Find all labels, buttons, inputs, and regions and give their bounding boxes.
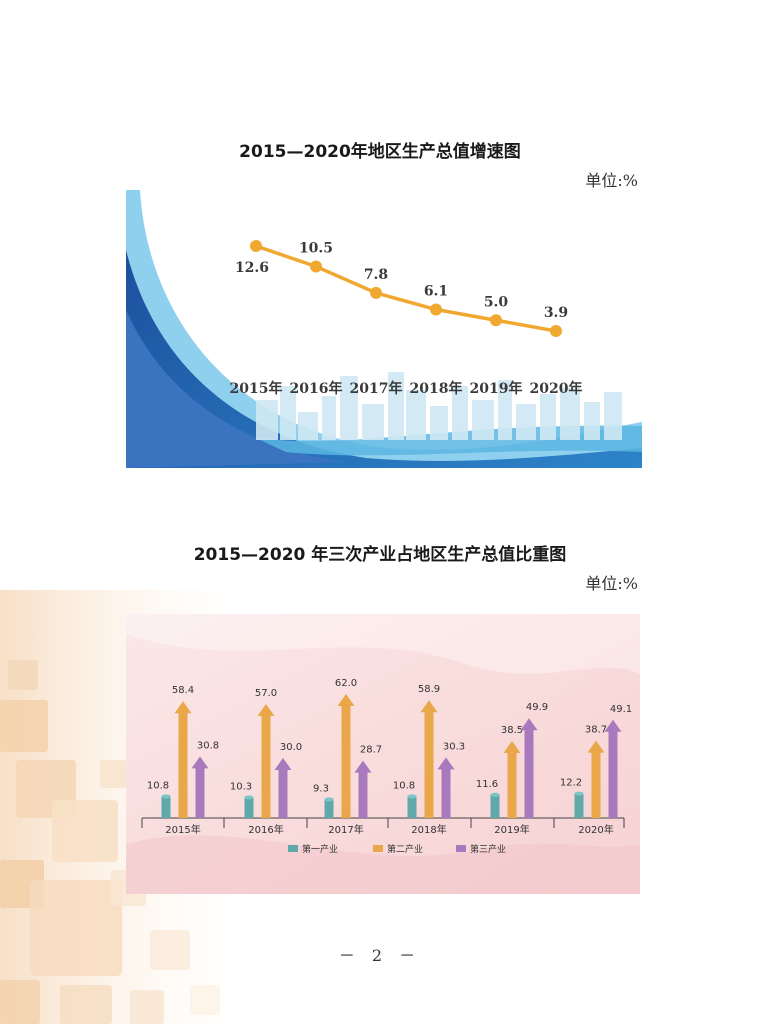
bar-primary-industry-cap [161, 794, 171, 799]
bar-value-label: 30.0 [280, 742, 302, 753]
bar-tertiary-industry [604, 719, 622, 818]
page-number: － 2 － [338, 946, 422, 965]
bar-value-label: 12.2 [560, 778, 582, 789]
bar-secondary-industry [257, 704, 275, 818]
bar-value-label: 49.9 [526, 702, 548, 713]
growth-year-tick: 2019年 [470, 380, 523, 397]
bar-secondary-industry [503, 741, 521, 818]
bar-primary-industry [574, 793, 584, 818]
bar-value-label: 9.3 [313, 783, 329, 794]
bar-tertiary-industry [437, 757, 455, 818]
growth-value-label: 6.1 [424, 284, 448, 300]
bar-value-label: 58.9 [418, 684, 440, 695]
legend-swatch [288, 845, 298, 852]
bar-year-tick: 2018年 [411, 823, 446, 836]
industry-share-bar-chart: 10.8 10.3 9.3 10.8 11.6 12.2 58.4 57.0 62.0 58.9 3… [126, 614, 640, 894]
legend-label: 第二产业 [387, 843, 423, 855]
bar-value-label: 58.4 [172, 685, 194, 696]
bar-year-tick: 2019年 [494, 823, 529, 836]
growth-year-tick: 2016年 [290, 380, 343, 397]
bar-secondary-industry [174, 701, 192, 818]
bar-primary-industry [244, 797, 254, 818]
bar-value-label: 49.1 [610, 704, 632, 715]
growth-point [250, 240, 262, 252]
legend-label: 第三产业 [470, 843, 506, 855]
growth-value-label: 5.0 [484, 294, 509, 310]
bar-value-label: 10.3 [230, 781, 252, 792]
bar-primary-industry [407, 796, 417, 818]
bar-tertiary-industry [354, 760, 372, 818]
swirl-decoration [126, 614, 640, 674]
growth-chart-panel: 12.6 10.5 7.8 6.1 5.0 3.9 2015年 2016年 2017年 2018年… [126, 190, 642, 468]
bar-year-tick: 2016年 [248, 823, 283, 836]
bar-secondary-industry [420, 700, 438, 818]
bar-primary-industry-cap [574, 791, 584, 796]
growth-point [550, 325, 562, 337]
bar-value-label: 38.7 [585, 725, 607, 736]
growth-year-tick: 2017年 [350, 380, 403, 397]
growth-point [310, 260, 322, 273]
bar-value-label: 30.3 [443, 741, 465, 752]
bar-primary-industry [490, 794, 500, 818]
structure-chart-panel: 10.8 10.3 9.3 10.8 11.6 12.2 58.4 57.0 62.0 58.9 3… [126, 614, 640, 894]
bar-value-label: 57.0 [255, 688, 277, 699]
wave-decoration [126, 310, 346, 468]
bar-tertiary-industry [191, 756, 209, 818]
bar-value-label: 30.8 [197, 740, 219, 751]
growth-chart-title: 2015—2020年地区生产总值增速图 [239, 142, 521, 162]
growth-value-label: 12.6 [235, 260, 269, 276]
growth-value-label: 10.5 [299, 241, 333, 257]
city-skyline-decoration [256, 372, 622, 440]
bar-tertiary-industry [520, 718, 538, 818]
bar-primary-industry-cap [244, 795, 254, 800]
growth-point [370, 286, 382, 299]
legend-swatch [373, 845, 383, 852]
bar-value-label: 62.0 [335, 678, 357, 689]
bar-primary-industry-cap [490, 792, 500, 797]
legend-label: 第一产业 [302, 843, 338, 855]
structure-chart-unit: 单位:% [585, 574, 638, 593]
growth-line-chart: 12.6 10.5 7.8 6.1 5.0 3.9 2015年 2016年 2017年 2018年… [126, 190, 642, 468]
growth-chart-unit: 单位:% [585, 171, 638, 190]
bar-value-label: 11.6 [476, 779, 498, 790]
growth-point [430, 303, 442, 316]
bar-series-layer: 10.8 10.3 9.3 10.8 11.6 12.2 58.4 57.0 62.0 58.9 3… [141, 678, 632, 855]
growth-line [255, 244, 557, 333]
bar-value-label: 10.8 [147, 780, 169, 791]
legend-swatch [456, 845, 466, 852]
bar-year-tick: 2020年 [578, 823, 613, 836]
bar-primary-industry-cap [407, 794, 417, 799]
growth-year-tick: 2018年 [410, 380, 463, 397]
bar-secondary-industry [337, 694, 355, 818]
bar-year-tick: 2015年 [165, 823, 200, 836]
bar-primary-industry [324, 799, 334, 818]
growth-value-label: 7.8 [364, 267, 388, 283]
bar-secondary-industry [587, 740, 605, 818]
growth-point [490, 314, 502, 327]
bar-year-tick: 2017年 [328, 823, 363, 836]
growth-year-tick: 2020年 [530, 380, 583, 397]
growth-year-tick: 2015年 [230, 380, 283, 397]
growth-value-label: 3.9 [544, 305, 568, 321]
bar-value-label: 38.5 [501, 725, 523, 736]
line-series-layer: 12.6 10.5 7.8 6.1 5.0 3.9 2015年 2016年 2017年 2018年… [230, 240, 583, 397]
bar-tertiary-industry [274, 758, 292, 818]
bar-primary-industry-cap [324, 797, 334, 802]
bar-primary-industry [161, 796, 171, 818]
bar-value-label: 28.7 [360, 745, 382, 756]
bar-value-label: 10.8 [393, 780, 415, 791]
swirl-decoration [126, 835, 640, 894]
structure-chart-title: 2015—2020 年三次产业占地区生产总值比重图 [193, 545, 567, 565]
